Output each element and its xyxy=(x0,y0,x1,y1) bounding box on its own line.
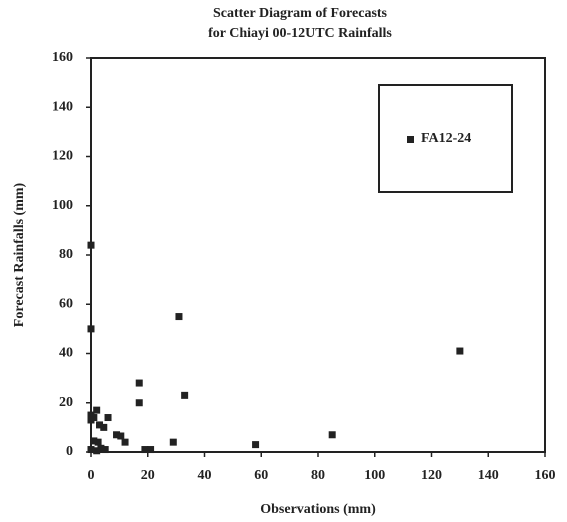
legend-label: FA12-24 xyxy=(421,131,471,146)
point xyxy=(87,241,95,249)
point xyxy=(141,446,149,454)
point xyxy=(252,441,260,449)
point xyxy=(96,421,104,429)
legend-marker xyxy=(407,136,414,143)
x-tick-label: 80 xyxy=(311,468,325,483)
chart-title: Scatter Diagram of Forecasts xyxy=(213,6,388,21)
y-tick-label: 160 xyxy=(52,50,73,65)
x-tick-label: 0 xyxy=(88,468,95,483)
point xyxy=(147,446,155,454)
y-tick-label: 100 xyxy=(52,198,73,213)
y-tick-label: 80 xyxy=(59,247,73,262)
point xyxy=(169,438,177,446)
point xyxy=(113,431,121,439)
x-tick-label: 120 xyxy=(421,468,442,483)
point xyxy=(87,411,95,419)
point xyxy=(87,446,95,454)
point xyxy=(87,325,95,333)
y-axis-label: Forecast Rainfalls (mm) xyxy=(12,182,27,327)
point xyxy=(135,379,143,387)
point xyxy=(101,446,109,454)
x-tick-label: 140 xyxy=(478,468,499,483)
x-axis-label: Observations (mm) xyxy=(260,502,376,517)
point xyxy=(87,416,95,424)
y-tick-label: 0 xyxy=(66,444,73,459)
x-tick-label: 40 xyxy=(198,468,212,483)
point xyxy=(117,432,125,440)
point xyxy=(456,347,464,355)
point xyxy=(100,423,108,431)
point xyxy=(135,399,143,407)
legend-box xyxy=(378,84,513,193)
point xyxy=(93,406,101,414)
chart-title: for Chiayi 00-12UTC Rainfalls xyxy=(208,26,392,41)
point xyxy=(328,431,336,439)
point xyxy=(121,438,129,446)
point xyxy=(175,313,183,321)
y-tick-label: 140 xyxy=(52,99,73,114)
x-tick-label: 60 xyxy=(254,468,268,483)
plot-frame xyxy=(90,57,546,453)
x-tick-label: 100 xyxy=(364,468,385,483)
y-tick-label: 40 xyxy=(59,346,73,361)
x-tick-label: 20 xyxy=(141,468,155,483)
point xyxy=(181,391,189,399)
point xyxy=(94,438,102,446)
point xyxy=(90,437,98,445)
x-tick-label: 160 xyxy=(535,468,556,483)
point xyxy=(93,447,101,455)
point xyxy=(104,414,112,422)
y-tick-label: 60 xyxy=(59,296,73,311)
y-tick-label: 20 xyxy=(59,395,73,410)
point xyxy=(97,444,105,452)
y-tick-label: 120 xyxy=(52,149,73,164)
